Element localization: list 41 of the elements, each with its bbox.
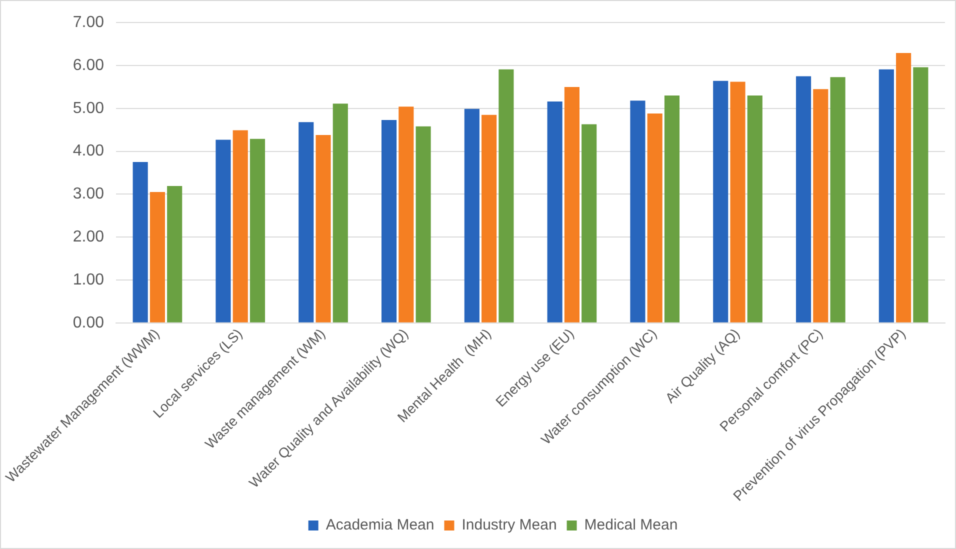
bar <box>913 67 928 322</box>
bar <box>878 69 894 322</box>
bar <box>132 162 148 322</box>
bar <box>381 120 397 322</box>
y-tick-label: 3.00 <box>72 186 104 203</box>
bar <box>896 53 912 322</box>
bar <box>647 114 662 322</box>
bar <box>298 122 314 322</box>
y-tick-label: 5.00 <box>72 100 104 117</box>
bar <box>416 126 431 322</box>
bar <box>216 140 231 322</box>
bar <box>630 100 646 322</box>
y-tick-label: 6.00 <box>72 56 104 74</box>
bar <box>813 89 828 322</box>
legend-label: Medical Mean <box>584 516 678 534</box>
bar <box>564 86 580 322</box>
legend-label: Industry Mean <box>462 516 557 534</box>
bar <box>713 80 728 322</box>
bar <box>316 134 331 322</box>
bar <box>398 106 414 322</box>
y-tick-label: 4.00 <box>72 142 104 160</box>
bar <box>730 82 746 322</box>
bar <box>747 96 762 322</box>
bar <box>664 96 680 322</box>
bar <box>582 124 597 322</box>
y-tick-label: 2.00 <box>72 228 104 246</box>
bar <box>464 108 480 322</box>
bar <box>547 102 562 322</box>
y-tick-label: 7.00 <box>72 14 104 32</box>
bar <box>232 130 248 322</box>
y-tick-label: 1.00 <box>72 271 104 288</box>
bar <box>250 138 266 322</box>
bar <box>332 104 348 322</box>
bar <box>150 192 165 322</box>
bar <box>167 186 182 322</box>
bar <box>498 69 514 322</box>
y-tick-label: 0.00 <box>72 314 104 332</box>
legend-label: Academia Mean <box>326 516 434 534</box>
bar <box>830 77 846 322</box>
bar <box>482 114 497 322</box>
bar <box>796 76 812 322</box>
